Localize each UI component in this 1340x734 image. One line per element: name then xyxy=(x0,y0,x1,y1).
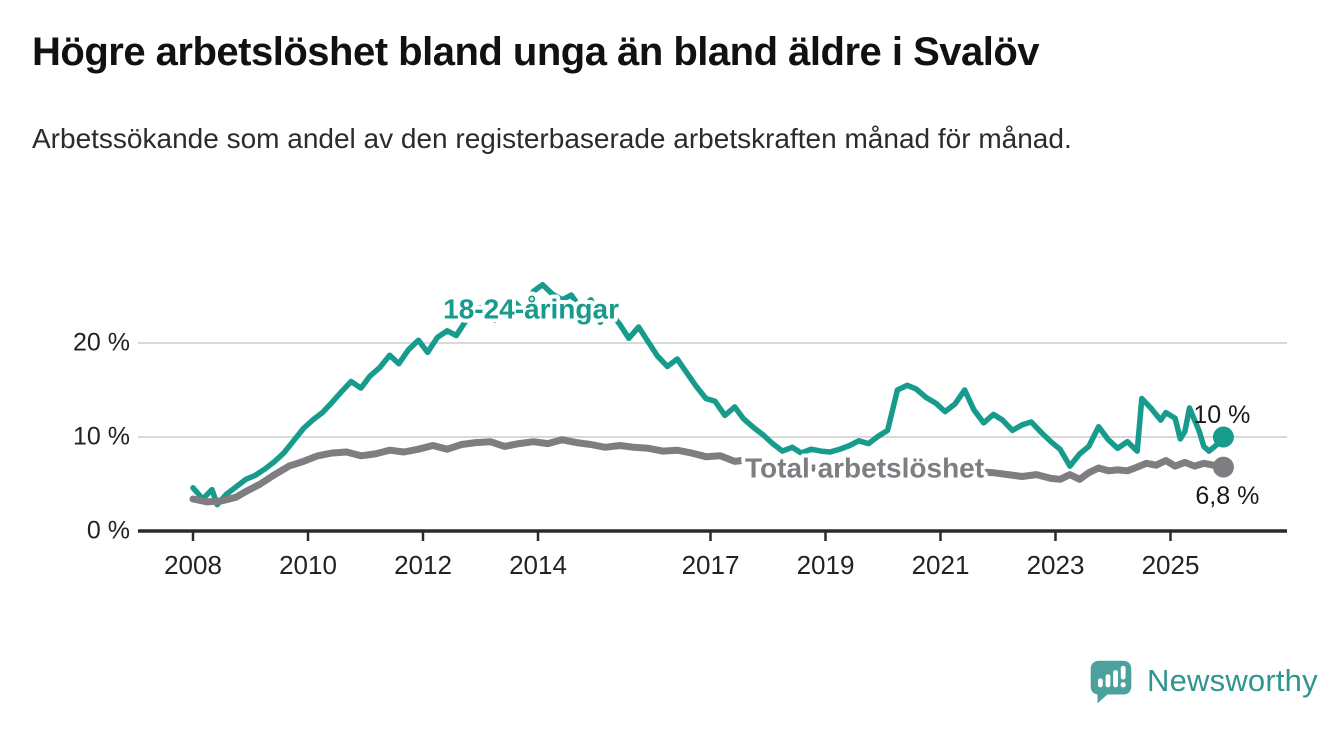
series-line-total xyxy=(189,436,1227,506)
series-label-total: Total arbetslöshet xyxy=(745,452,984,483)
x-tick-label-2019: 2019 xyxy=(797,550,855,580)
x-tick-label-2010: 2010 xyxy=(279,550,337,580)
exclamation-dot xyxy=(1120,682,1126,688)
x-tick-label-2014: 2014 xyxy=(509,550,567,580)
bar-2 xyxy=(1105,674,1111,688)
y-tick-label-0: 0 % xyxy=(87,517,130,545)
end-dot-total xyxy=(1212,456,1234,478)
x-tick-label-2023: 2023 xyxy=(1027,550,1085,580)
bar-1 xyxy=(1097,678,1103,688)
end-label-youth: 10 % xyxy=(1193,401,1250,429)
y-tick-label-20: 20 % xyxy=(73,329,130,357)
bar-3 xyxy=(1113,670,1118,688)
x-tick-label-2017: 2017 xyxy=(682,550,740,580)
exclamation-bar xyxy=(1120,665,1126,680)
end-label-total: 6,8 % xyxy=(1195,482,1259,510)
chart-title: Högre arbetslöshet bland unga än bland ä… xyxy=(32,30,1040,74)
series-label-youth: 18-24-åringar xyxy=(443,293,619,324)
end-dot-youth xyxy=(1212,426,1234,448)
x-tick-label-2025: 2025 xyxy=(1142,550,1200,580)
series-line-youth xyxy=(190,281,1227,508)
x-tick-label-2008: 2008 xyxy=(164,550,222,580)
x-tick-label-2021: 2021 xyxy=(912,550,970,580)
chart-subtitle: Arbetssökande som andel av den registerb… xyxy=(32,123,1072,154)
y-tick-label-10: 10 % xyxy=(73,423,130,451)
speech-bubble-bar-chart-icon xyxy=(1090,660,1132,704)
newsworthy-wordmark: Newsworthy xyxy=(1147,663,1318,698)
x-tick-label-2012: 2012 xyxy=(394,550,452,580)
newsworthy-logo[interactable]: Newsworthy xyxy=(1086,655,1318,707)
